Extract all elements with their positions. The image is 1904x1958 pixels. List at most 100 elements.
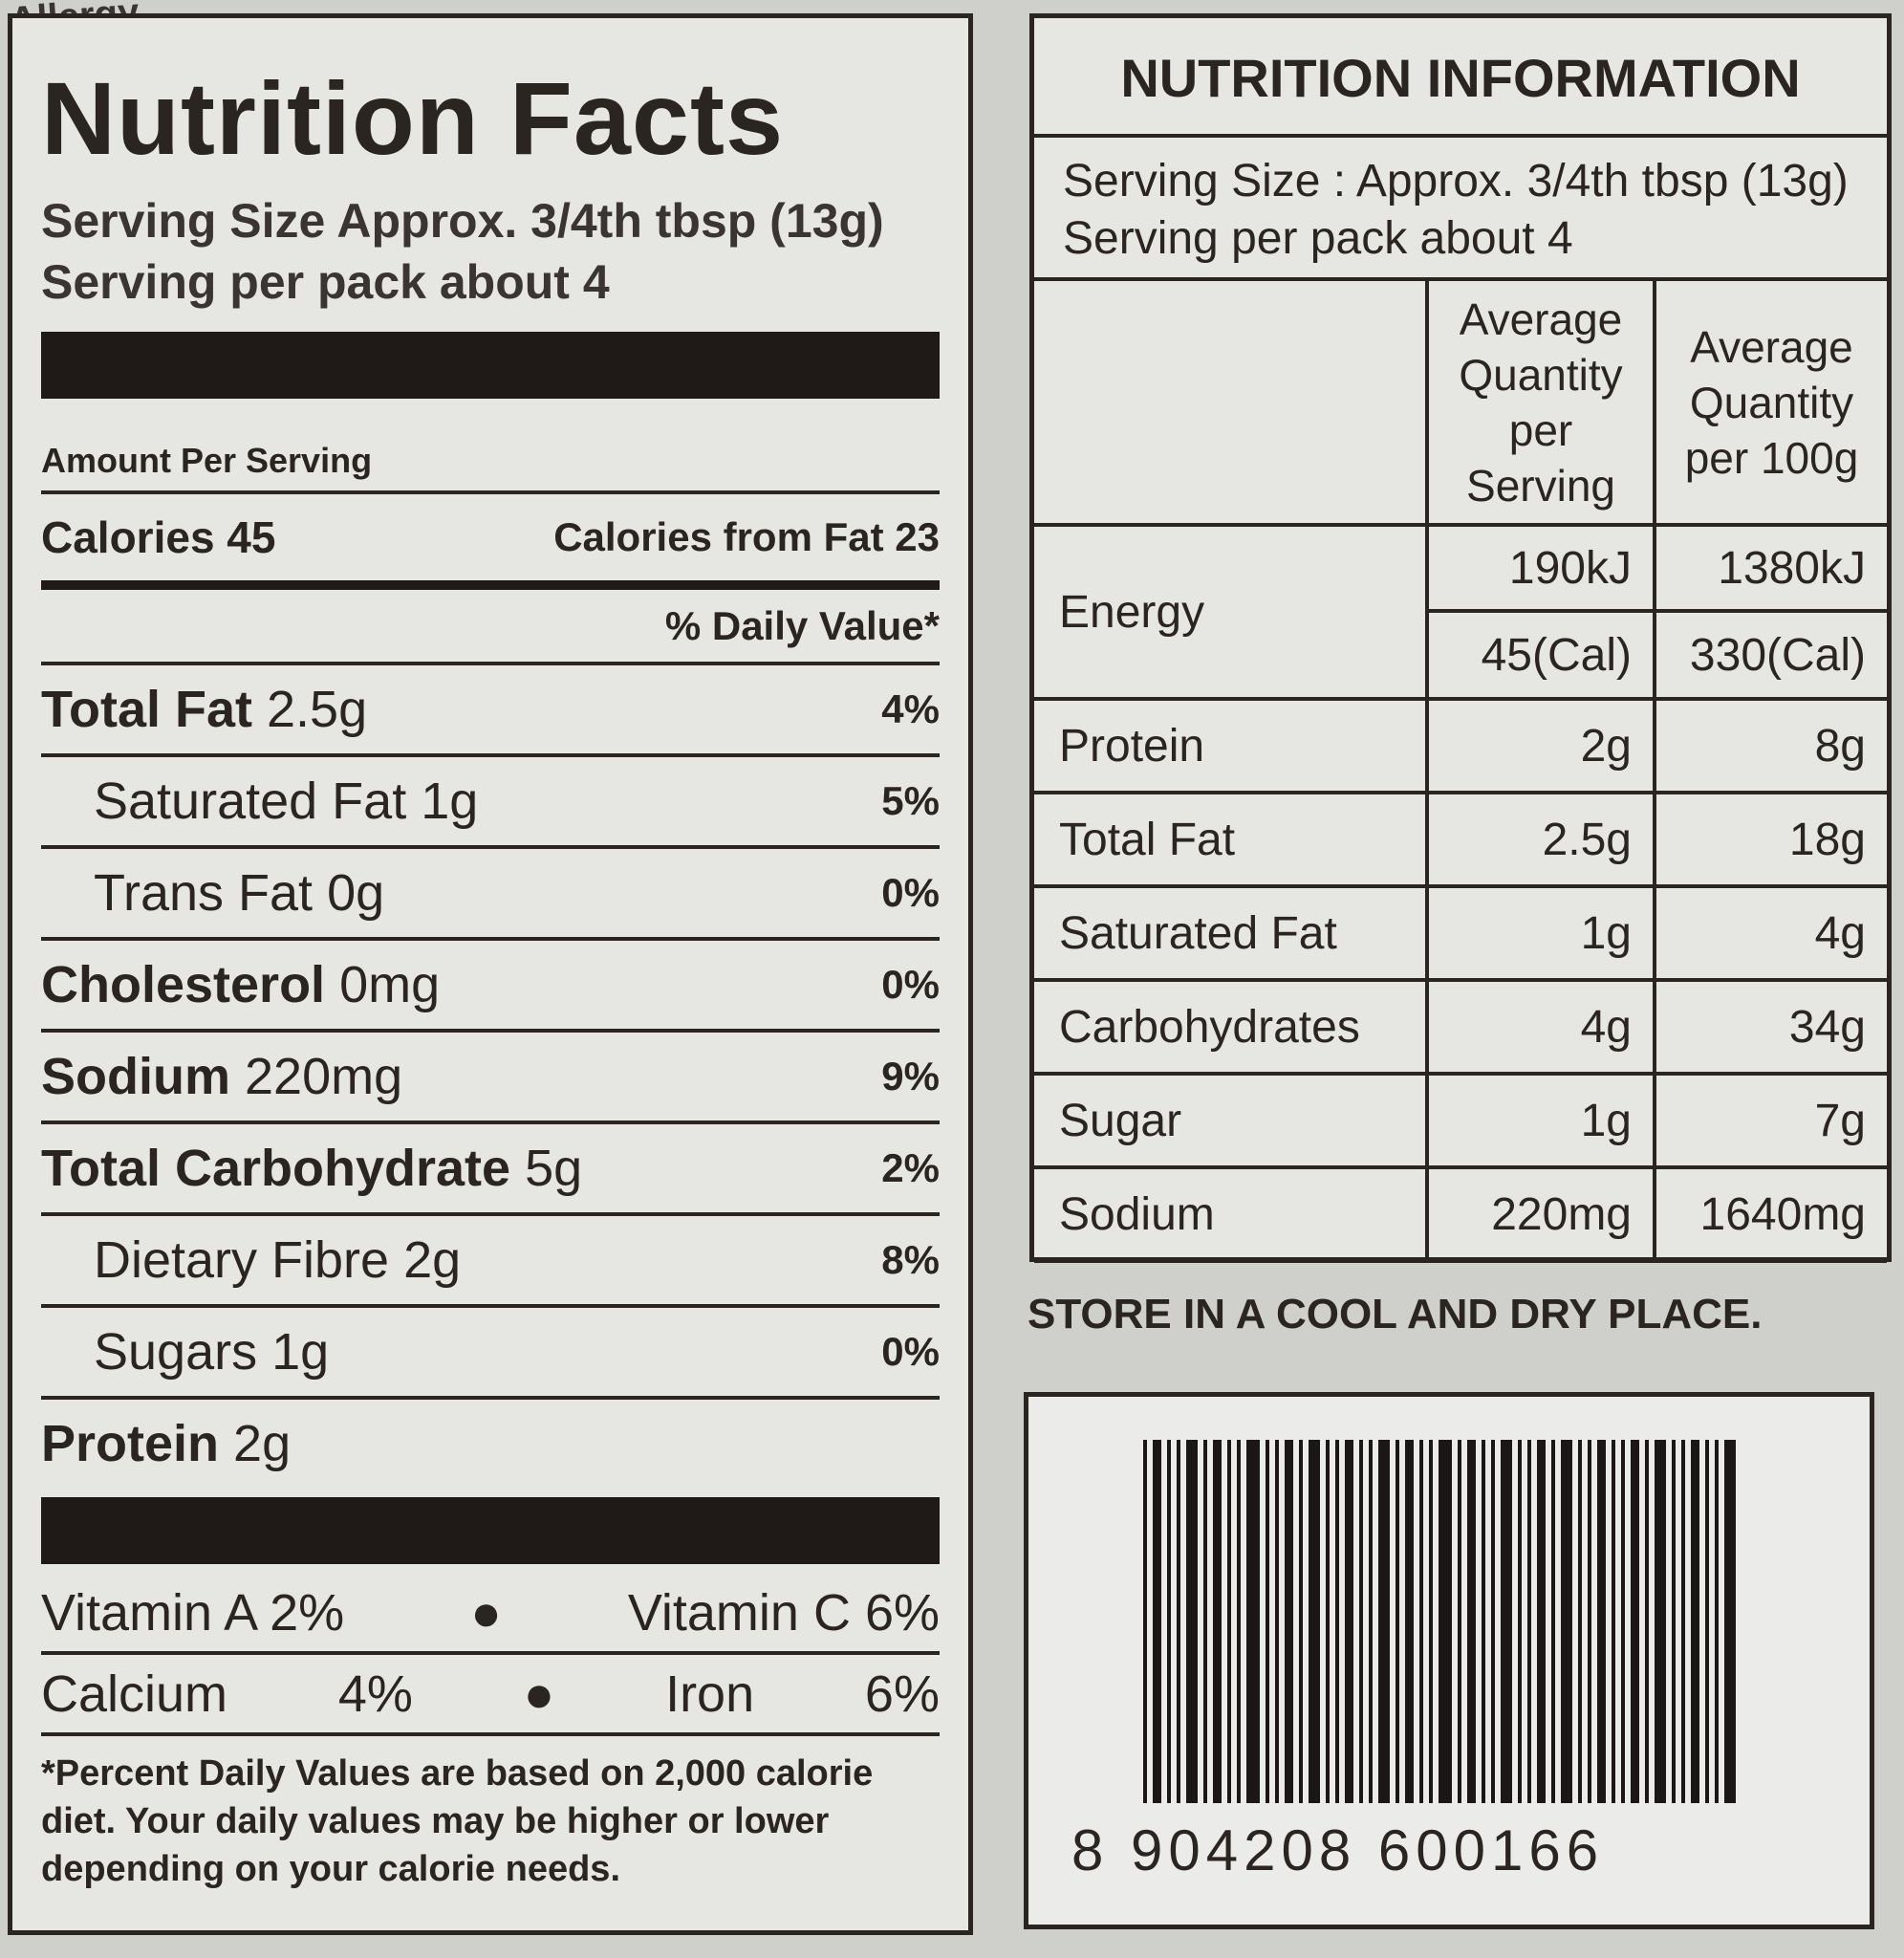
per-serving: 2g — [1425, 697, 1656, 794]
daily-pct: 0% — [881, 962, 940, 1007]
barcode-bars — [1143, 1440, 1803, 1803]
barcode-bar — [1482, 1440, 1485, 1803]
info-serving-size: Serving Size : Approx. 3/4th tbsp (13g) — [1063, 156, 1849, 207]
barcode-number: 8 904208 600166 — [1071, 1818, 1605, 1882]
nutrient-label: Sodium — [1034, 1165, 1429, 1263]
per-serving: 1g — [1425, 884, 1656, 982]
per-100g: 7g — [1653, 1072, 1887, 1169]
barcode-bar — [1153, 1440, 1161, 1803]
barcode-bar — [1518, 1440, 1522, 1803]
nutrient: Sugars 1g — [94, 1322, 329, 1381]
barcode-bar — [1588, 1440, 1591, 1803]
table-row: Protein 2g 8g — [1034, 697, 1887, 794]
barcode-bar — [1227, 1440, 1231, 1803]
barcode-bar — [1458, 1440, 1461, 1803]
calcium: Calcium — [41, 1664, 228, 1723]
table-row: 45(Cal) 330(Cal) — [1034, 609, 1887, 701]
barcode-bar — [1275, 1440, 1279, 1803]
nutrient-name: Protein — [41, 1415, 220, 1472]
per-serving: 220mg — [1425, 1165, 1656, 1263]
barcode-bar — [1299, 1440, 1303, 1803]
minerals-row: Calcium 4% ● Iron 6% — [41, 1655, 940, 1736]
info-serving: Serving Size : Approx. 3/4th tbsp (13g) … — [1034, 138, 1887, 281]
daily-pct: 2% — [881, 1145, 940, 1190]
nutrient: Saturated Fat 1g — [94, 772, 478, 831]
footnote: *Percent Daily Values are based on 2,000… — [41, 1753, 874, 1889]
nutrient-name: Total Carbohydrate — [41, 1140, 511, 1197]
energy-cal-serving: 45(Cal) — [1425, 609, 1656, 701]
nutrient-name: Saturated Fat — [94, 772, 407, 830]
facts-row: Sugars 1g 0% — [41, 1304, 940, 1396]
nutrient-label: Carbohydrates — [1034, 978, 1429, 1076]
nutrient: Trans Fat 0g — [94, 863, 384, 923]
barcode-bar — [1631, 1440, 1639, 1803]
nutrient-name: Trans Fat — [94, 864, 314, 922]
table-row: Carbohydrates 4g 34g — [1034, 978, 1887, 1076]
energy-kj-serving: 190kJ — [1425, 523, 1656, 613]
barcode-bar — [1186, 1440, 1198, 1803]
storage-instructions: STORE IN A COOL AND DRY PLACE. — [1028, 1291, 1763, 1338]
barcode-bar — [1681, 1440, 1685, 1803]
barcode-bar — [1491, 1440, 1495, 1803]
barcode-bar — [1167, 1440, 1171, 1803]
nutrient-amount: 2g — [403, 1231, 462, 1289]
per-100g: 1640mg — [1653, 1165, 1887, 1263]
nutrient-label: Sugar — [1034, 1072, 1429, 1169]
daily-pct: 0% — [881, 870, 940, 915]
barcode-bar — [1237, 1440, 1241, 1803]
barcode-box: 8 904208 600166 — [1024, 1392, 1874, 1929]
table-row: Sugar 1g 7g — [1034, 1072, 1887, 1169]
barcode-bar — [1378, 1440, 1390, 1803]
facts-row: Total Fat 2.5g 4% — [41, 662, 940, 753]
barcode-bar — [1369, 1440, 1373, 1803]
facts-row: Dietary Fibre 2g 8% — [41, 1212, 940, 1304]
nutrient-amount: 1g — [421, 772, 479, 830]
nutrition-information-panel: NUTRITION INFORMATION Serving Size : App… — [1029, 13, 1892, 1263]
barcode-bar — [1537, 1440, 1546, 1803]
facts-row: Trans Fat 0g 0% — [41, 845, 940, 937]
barcode-bar — [1527, 1440, 1531, 1803]
barcode-bar — [1359, 1440, 1363, 1803]
table-row: Total Fat 2.5g 18g — [1034, 791, 1887, 888]
facts-row: Sodium 220mg 9% — [41, 1029, 940, 1120]
per-100g: 4g — [1653, 884, 1887, 982]
table-row: Sodium 220mg 1640mg — [1034, 1165, 1887, 1263]
facts-row: Cholesterol 0mg 0% — [41, 937, 940, 1029]
barcode-bar — [1691, 1440, 1699, 1803]
vitamin-a: Vitamin A 2% — [41, 1583, 345, 1642]
iron-pct: 6% — [864, 1664, 940, 1723]
facts-row: Saturated Fat 1g 5% — [41, 753, 940, 845]
barcode-bar — [1266, 1440, 1269, 1803]
per-serving: 2.5g — [1425, 791, 1656, 888]
nutrient-amount: 1g — [271, 1323, 330, 1381]
calcium-pct: 4% — [337, 1664, 413, 1723]
nutrition-table: Average Quantity per Serving Average Qua… — [1034, 281, 1887, 1263]
serving-size: Serving Size Approx. 3/4th tbsp (13g) — [41, 194, 884, 248]
table-row: Energy 190kJ 1380kJ — [1034, 523, 1887, 701]
nutrient-label: Total Fat — [1034, 791, 1429, 888]
bullet: ● — [470, 1583, 502, 1642]
barcode-bar — [1213, 1440, 1222, 1803]
nutrition-facts-panel: Nutrition Facts Serving Size Approx. 3/4… — [8, 13, 973, 1935]
iron: Iron — [665, 1664, 755, 1723]
bullet: ● — [523, 1664, 555, 1723]
daily-pct: 0% — [881, 1329, 940, 1374]
facts-row: Protein 2g — [41, 1396, 940, 1488]
nutrient-amount: 0mg — [339, 956, 441, 1013]
barcode-bar — [1551, 1440, 1555, 1803]
table-row: Saturated Fat 1g 4g — [1034, 884, 1887, 982]
nutrient-amount: 2g — [233, 1415, 292, 1472]
per-100g: 18g — [1653, 791, 1887, 888]
nutrient: Protein 2g — [41, 1414, 291, 1473]
barcode-bar — [1335, 1440, 1339, 1803]
nutrient: Total Carbohydrate 5g — [41, 1139, 582, 1198]
daily-value-header: % Daily Value* — [664, 603, 940, 648]
barcode-bar — [1621, 1440, 1625, 1803]
barcode-bar — [1439, 1440, 1452, 1803]
nutrient-amount: 0g — [327, 864, 385, 922]
barcode-bar — [1246, 1440, 1260, 1803]
barcode-bar — [1724, 1440, 1736, 1803]
barcode-bar — [1672, 1440, 1676, 1803]
facts-title: Nutrition Facts — [41, 60, 785, 176]
barcode-bar — [1405, 1440, 1414, 1803]
